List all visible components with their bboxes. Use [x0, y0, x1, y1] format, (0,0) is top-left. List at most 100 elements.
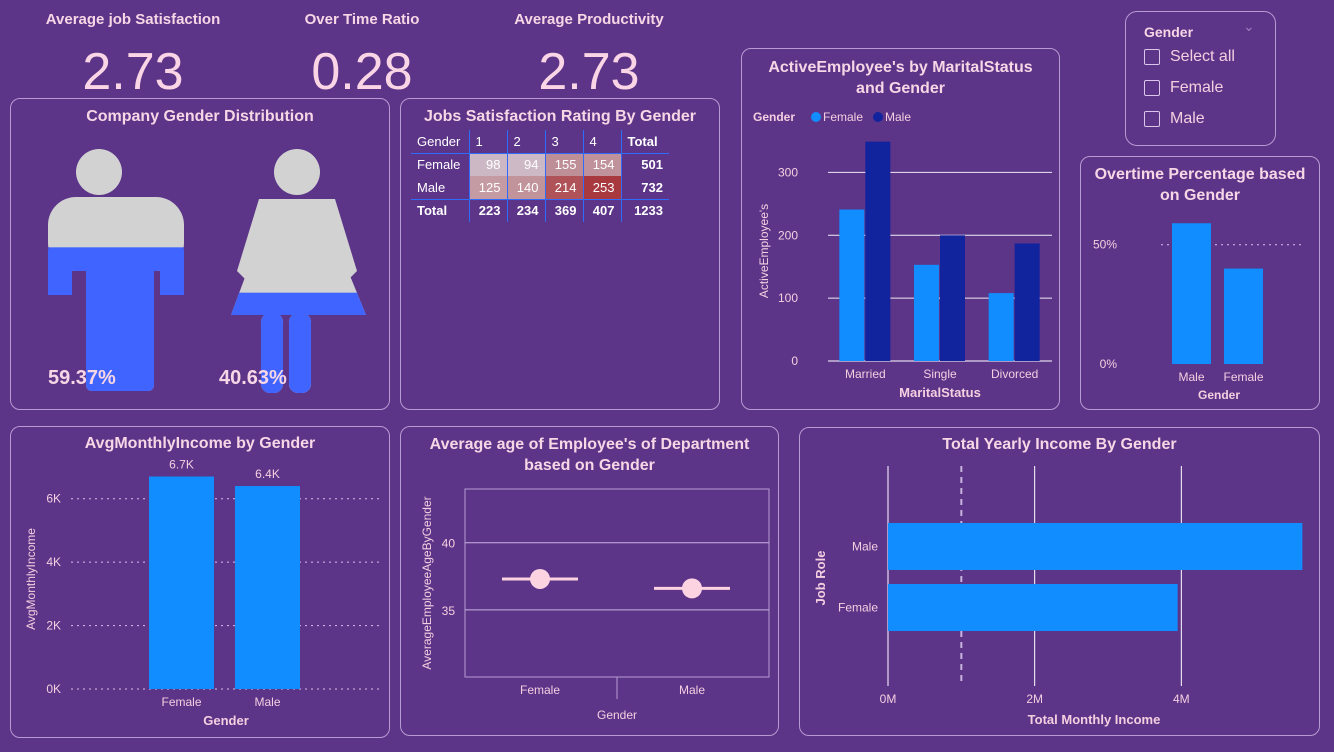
- monthly-income-card: AvgMonthlyIncome by Gender 0K 2K 4K 6K 6.7K F…: [10, 426, 390, 738]
- monthly-income-title: AvgMonthlyIncome by Gender: [84, 435, 316, 452]
- male-percentage-label: 59.37%: [48, 367, 116, 389]
- yearly-income-chart: 0M 2M 4M Male Female Total Monthly Income Job …: [813, 466, 1303, 727]
- matrix-header-total: Total: [627, 133, 658, 149]
- legend-marker: [873, 112, 883, 122]
- overtime-chart: 0% 50% Male Female Gender: [1093, 223, 1301, 402]
- x-tick-label: Female: [520, 683, 560, 697]
- matrix-cell: 140: [507, 176, 546, 199]
- matrix-row-label: Male: [411, 176, 470, 199]
- x-tick-label: 2M: [1026, 692, 1043, 706]
- satisfaction-matrix-title: Jobs Satisfaction Rating By Gender: [423, 108, 697, 125]
- slicer-chevron-icon[interactable]: ⌄: [1243, 18, 1255, 34]
- matrix-cell: 214: [545, 176, 584, 199]
- matrix-header-gender: Gender: [411, 130, 470, 153]
- legend-label: Male: [885, 110, 911, 124]
- x-tick-label: Divorced: [991, 367, 1038, 381]
- matrix-cell: 223: [469, 199, 508, 222]
- x-axis-title: Gender: [1198, 388, 1240, 402]
- slicer-item-label: Select all: [1170, 48, 1235, 65]
- satisfaction-matrix-card: Jobs Satisfaction Rating By Gender Gende…: [400, 98, 720, 410]
- matrix-header-3: 3: [545, 130, 584, 153]
- matrix-row-label: Total: [411, 199, 470, 222]
- kpi-value-overtime: 0.28: [311, 43, 413, 101]
- monthly-income-chart: 0K 2K 4K 6K 6.7K Female 6.4K Male Gender AvgMonth…: [24, 458, 381, 728]
- bar: [888, 523, 1303, 570]
- bar-male: [940, 235, 965, 361]
- x-tick-label: Male: [254, 695, 280, 709]
- marital-status-card: ActiveEmployee's by MaritalStatus and Ge…: [741, 48, 1060, 410]
- kpi-label-overtime: Over Time Ratio: [304, 11, 420, 28]
- checkbox-icon[interactable]: [1144, 49, 1160, 65]
- satisfaction-matrix: Gender 1 2 3 4 Total Female 98 94 155 15…: [411, 130, 669, 222]
- checkbox-icon[interactable]: [1144, 111, 1160, 127]
- x-tick-label: Male: [1178, 370, 1204, 384]
- matrix-cell-total: 501: [641, 157, 663, 173]
- x-axis-title: MaritalStatus: [899, 385, 981, 400]
- average-age-title: Average age of Employee's of Department …: [429, 436, 750, 474]
- bar: [1224, 268, 1263, 364]
- average-age-chart: 35 40 Female Male Gender AverageEmployeeAgeBy…: [420, 488, 770, 722]
- x-axis-title: Total Monthly Income: [1028, 712, 1161, 727]
- y-tick-label: 0K: [46, 682, 61, 696]
- x-axis-title: Gender: [597, 708, 637, 722]
- y-tick-label: Male: [852, 540, 878, 554]
- matrix-cell: 94: [507, 153, 546, 176]
- y-axis-title: Job Role: [813, 551, 828, 606]
- slicer-item-female[interactable]: Female: [1144, 79, 1223, 97]
- matrix-cell: 234: [507, 199, 546, 222]
- bar: [149, 476, 214, 689]
- matrix-header-1: 1: [469, 130, 508, 153]
- bar: [1172, 223, 1211, 364]
- matrix-cell-total: 732: [641, 179, 663, 195]
- y-tick-label: 50%: [1093, 238, 1117, 252]
- matrix-cell-total: 1233: [634, 203, 663, 219]
- matrix-header-row: Gender 1 2 3 4 Total: [411, 130, 669, 153]
- yearly-income-title: Total Yearly Income By Gender: [942, 436, 1177, 453]
- y-axis-title: AvgMonthlyIncome: [24, 528, 38, 630]
- y-tick-label: 0%: [1100, 357, 1118, 371]
- x-tick-label: 0M: [880, 692, 897, 706]
- data-point: [530, 568, 550, 589]
- kpi-value-productivity: 2.73: [538, 43, 640, 101]
- kpi-label-productivity: Average Productivity: [514, 11, 664, 28]
- x-tick-label: Female: [1223, 370, 1263, 384]
- bar-female: [914, 264, 939, 361]
- slicer-item-label: Female: [1170, 79, 1224, 96]
- y-tick-label: 2K: [46, 619, 61, 633]
- y-axis-title: ActiveEmployee's: [757, 204, 771, 298]
- slicer-title: Gender: [1144, 24, 1194, 40]
- gender-distribution-card: Company Gender Distribution: [10, 98, 390, 410]
- data-point: [682, 578, 702, 599]
- matrix-row-male: Male 125 140 214 253 732: [411, 176, 669, 199]
- slicer-item-select-all[interactable]: Select all: [1144, 48, 1235, 66]
- kpi-label-satisfaction: Average job Satisfaction: [45, 11, 221, 28]
- y-tick-label: Female: [838, 601, 878, 615]
- matrix-row-total: Total 223 234 369 407 1233: [411, 199, 669, 222]
- overtime-title: Overtime Percentage based on Gender: [1094, 166, 1306, 204]
- gender-figures: [48, 149, 366, 393]
- bar-male: [865, 141, 891, 361]
- gender-slicer: Gender ⌄ Select all Female Male: [1125, 11, 1276, 146]
- legend-marker: [811, 112, 821, 122]
- slicer-item-male[interactable]: Male: [1144, 110, 1205, 128]
- y-tick-label: 0: [791, 354, 798, 368]
- gender-distribution-title: Company Gender Distribution: [86, 108, 314, 125]
- data-label: 6.4K: [255, 467, 280, 481]
- yearly-income-card: Total Yearly Income By Gender 0M 2M 4M Male…: [799, 427, 1320, 736]
- bar-female: [988, 293, 1014, 361]
- x-axis-title: Gender: [203, 713, 249, 728]
- bar: [888, 584, 1178, 631]
- matrix-cell: 369: [545, 199, 584, 222]
- legend-label: Female: [823, 110, 863, 124]
- x-tick-label: Male: [679, 683, 705, 697]
- y-axis-title: AverageEmployeeAgeByGender: [420, 496, 434, 669]
- bar-female: [839, 209, 865, 361]
- y-tick-label: 100: [778, 291, 798, 305]
- y-tick-label: 4K: [46, 555, 61, 569]
- matrix-row-female: Female 98 94 155 154 501: [411, 153, 669, 176]
- y-tick-label: 200: [778, 228, 798, 242]
- checkbox-icon[interactable]: [1144, 80, 1160, 96]
- bar: [235, 486, 300, 689]
- female-percentage-label: 40.63%: [219, 367, 287, 389]
- marital-status-chart: Gender Female Male 0 100 200 300 Married Single D…: [753, 110, 1052, 400]
